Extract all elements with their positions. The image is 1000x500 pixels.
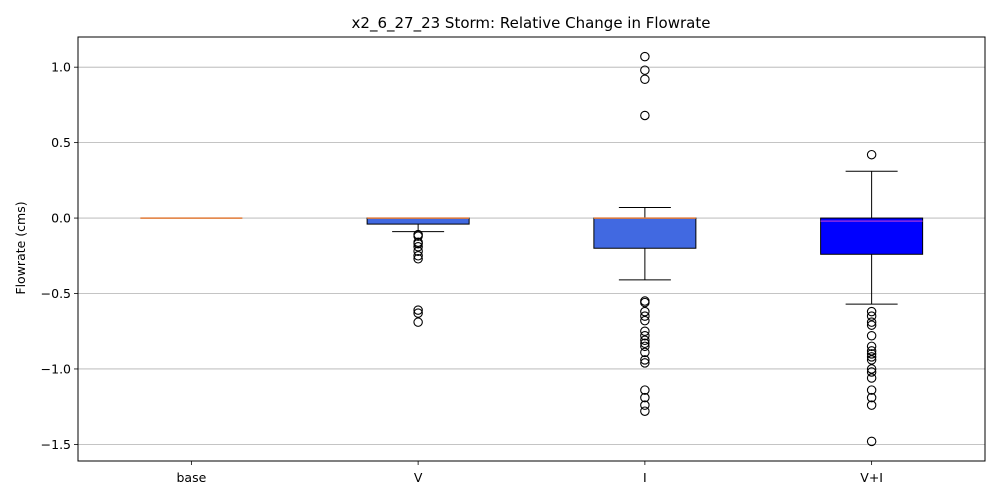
chart-title: x2_6_27_23 Storm: Relative Change in Flo…	[352, 14, 711, 33]
y-tick-label: −1.5	[41, 437, 71, 452]
outlier-point	[413, 241, 423, 252]
outlier-point	[866, 400, 877, 410]
outlier-point	[413, 305, 423, 315]
outlier-point	[413, 254, 423, 264]
outlier-point	[640, 392, 650, 403]
outlier-point	[640, 385, 650, 395]
outlier-point	[640, 358, 650, 368]
outlier-point	[866, 317, 877, 327]
outlier-point	[866, 331, 877, 341]
box-group-V	[366, 217, 470, 327]
outlier-point	[640, 51, 650, 62]
y-tick-label: 0.0	[51, 211, 71, 226]
outlier-point	[640, 110, 650, 121]
outlier-point	[640, 306, 650, 317]
y-tick-label: −1.0	[41, 361, 71, 376]
outlier-point	[640, 326, 650, 336]
x-tick-label: I	[643, 470, 647, 485]
outlier-point	[640, 406, 650, 416]
outlier-point	[866, 341, 877, 352]
outlier-point	[640, 315, 650, 326]
outlier-point	[866, 364, 877, 374]
plot-frame	[77, 36, 986, 462]
box-group-V+I	[820, 149, 924, 447]
outlier-point	[866, 346, 877, 356]
y-axis-label: Flowrate (cms)	[13, 201, 28, 294]
outlier-point	[413, 317, 423, 327]
outlier-point	[413, 238, 423, 249]
outlier-point	[413, 308, 423, 318]
box-group-I	[593, 51, 697, 416]
x-tick-label: base	[176, 470, 206, 485]
outlier-point	[866, 355, 877, 365]
outlier-point	[866, 385, 877, 395]
outlier-point	[866, 349, 877, 359]
outlier-point	[640, 400, 650, 410]
outlier-point	[413, 231, 423, 241]
y-tick-label: −0.5	[41, 286, 71, 301]
outlier-point	[866, 352, 877, 362]
outlier-point	[866, 311, 877, 321]
outlier-point	[866, 367, 877, 377]
outlier-point	[640, 338, 650, 349]
outlier-point	[640, 355, 650, 365]
outlier-point	[866, 306, 877, 317]
outlier-point	[413, 246, 423, 257]
outlier-point	[866, 149, 877, 160]
outlier-point	[640, 347, 650, 358]
outlier-point	[640, 335, 650, 346]
box	[820, 217, 924, 255]
y-tick-label: 1.0	[51, 60, 71, 75]
outlier-point	[640, 74, 650, 84]
outlier-point	[866, 320, 877, 330]
outlier-point	[640, 65, 650, 75]
outlier-point	[640, 297, 650, 308]
outlier-point	[640, 331, 650, 341]
y-tick-label: 0.5	[51, 135, 71, 150]
outlier-point	[640, 341, 650, 352]
outlier-point	[866, 373, 877, 383]
x-tick-label: V	[414, 470, 423, 485]
outlier-point	[866, 436, 877, 447]
outlier-point	[640, 311, 650, 321]
x-tick-label: V+I	[860, 470, 883, 485]
box	[593, 217, 697, 249]
box-group-base	[140, 217, 243, 219]
outlier-point	[413, 251, 423, 261]
outlier-point	[866, 392, 877, 403]
box	[366, 217, 470, 225]
